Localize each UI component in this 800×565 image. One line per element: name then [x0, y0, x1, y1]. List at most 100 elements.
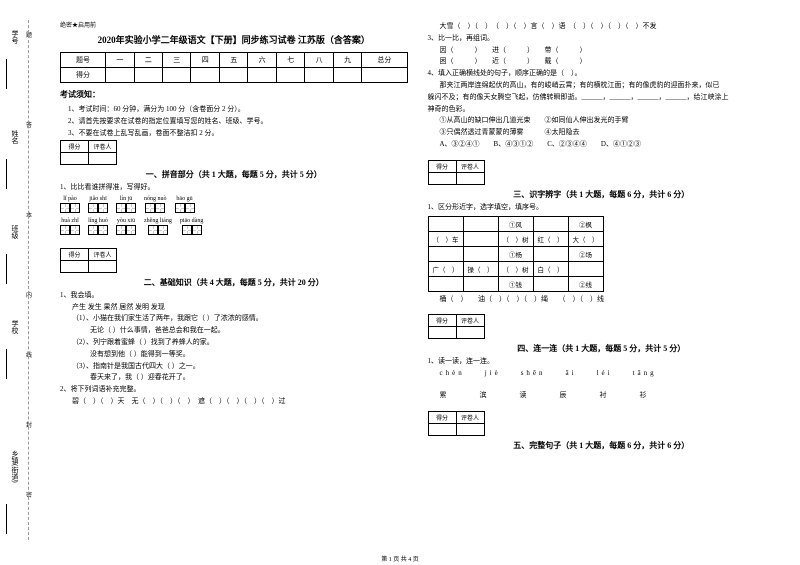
- exam-title: 2020年实验小学二年级语文【下册】同步练习试卷 江苏版（含答案）: [60, 33, 408, 46]
- question-line: 大雪（ ）（ ） （ ）（ ）言（ ）语 （ ）（ ）（ ）（ ）不发: [440, 22, 776, 32]
- question-text: 1、区分形近字，选字填空，填序号。: [428, 203, 776, 213]
- grader-table: 得分评卷人: [60, 248, 117, 273]
- question-text: 1、我会填。: [60, 291, 408, 301]
- table-row: ①钱 ②线: [428, 276, 603, 291]
- left-column: 绝密★启用前 2020年实验小学二年级语文【下册】同步练习试卷 江苏版（含答案）…: [50, 20, 418, 545]
- sidebar-label-school: 学校: [10, 320, 20, 334]
- pinyin-row: lǐ pào jiǎo shī lín jū nóng nuò bāo gū: [60, 196, 408, 215]
- notice-title: 考试须知：: [60, 89, 408, 100]
- dash-label: 线: [26, 350, 32, 359]
- dash-label: 密: [26, 490, 32, 499]
- score-table: 题号 一 二 三 四 五 六 七 八 九 总分 得分: [60, 52, 408, 83]
- page-footer: 第 1 页 共 4 页: [0, 554, 800, 563]
- sidebar-line: [6, 349, 14, 379]
- question-line: 那夹江两岸连绵起伏的高山，有的峻峭云霄；有的横枕江面；有的像虎豹的迎面扑来，似已: [440, 81, 776, 91]
- fold-line: [28, 20, 29, 540]
- exam-sidebar: 学号 姓名 班级 学校 乡镇(街道) 题 答 本 内 线 封 密: [8, 20, 43, 540]
- question-line: 春天来了，我（ ）迎春花开了。: [90, 373, 408, 383]
- question-line: ①从高山的缺口伸出几道光束 ②如同仙人伸出发光的手臂: [440, 116, 776, 126]
- table-row: ①风 ②枫: [428, 216, 603, 231]
- question-text: 3、比一比，再组词。: [428, 34, 776, 44]
- pinyin-line: chèn jiè shěn āi léi tāng: [440, 369, 776, 379]
- grader-table: 得分评卷人: [428, 314, 485, 339]
- question-line: 神奇的色彩。: [428, 105, 776, 115]
- question-line: 困（ ） 近（ ） 戴（ ）: [440, 57, 776, 67]
- table-row: 得分: [61, 68, 408, 83]
- table-row: ①杨 ②场: [428, 246, 603, 261]
- section-2-title: 二、基础知识（共 4 大题，每题 5 分，共计 20 分）: [60, 277, 408, 288]
- question-line: 没有想到他（ ）能得到一等奖。: [90, 350, 408, 360]
- sidebar-label-id: 学号: [10, 30, 20, 44]
- question-line: ③只偶然透过青蒙蒙的薄雾 ④太阳隐去: [440, 128, 776, 138]
- row-label: 得分: [61, 68, 106, 83]
- header-cell: 七: [276, 53, 304, 68]
- page-content: 绝密★启用前 2020年实验小学二年级语文【下册】同步练习试卷 江苏版（含答案）…: [0, 0, 800, 555]
- header-cell: 一: [106, 53, 134, 68]
- sidebar-line: [6, 59, 14, 89]
- question-text: 4、填入正确横线处的句子，顺序正确的是（ ）。: [428, 69, 776, 79]
- question-line: A、③②④① B、④③①② C、②③④④ D、④①②③: [440, 140, 776, 150]
- question-line: （1）、小猫在我们家生活了两年，我跟它（ ）了浓浓的感情。: [72, 314, 408, 324]
- sidebar-label-class: 班级: [10, 225, 20, 239]
- table-row: 题号 一 二 三 四 五 六 七 八 九 总分: [61, 53, 408, 68]
- notice-item: 2、请首先按要求在试卷的指定位置填写您的姓名、班级、学号。: [68, 116, 408, 126]
- sidebar-line: [6, 159, 14, 189]
- pinyin-row: huà zhǐ líng huó yòu xiū zhěng liáng piā…: [60, 218, 408, 237]
- mini-h2: 评卷人: [89, 141, 117, 153]
- question-text: 2、将下列词语补充完整。: [60, 385, 408, 395]
- question-line: 桶（ ） 油（ ）（ ）（ ）绳 （ ）（ ）线: [440, 295, 776, 305]
- question-line: 产生 发生 果然 居然 发明 发现: [72, 303, 408, 313]
- dash-label: 内: [26, 290, 32, 299]
- grader-table: 得分评卷人: [428, 411, 485, 436]
- header-cell: 总分: [362, 53, 407, 68]
- question-line: 因（ ） 进（ ） 带（ ）: [440, 46, 776, 56]
- header-cell: 九: [333, 53, 361, 68]
- char-table: ①风 ②枫 （ ）车 （ ）树 红（ ） 大（ ） ①杨 ②场 广（ ） 操（ …: [428, 216, 604, 292]
- pinyin-cell: zhěng liáng: [144, 218, 172, 237]
- question-line: 躲闪不及；有的像天女腾空飞起，仿佛转瞬即逝。______，______，____…: [428, 93, 776, 103]
- section-1-title: 一、拼音部分（共 1 大题，每题 5 分，共计 5 分）: [60, 169, 408, 180]
- right-column: 大雪（ ）（ ） （ ）（ ）言（ ）语 （ ）（ ）（ ）（ ）不发 3、比一…: [418, 20, 786, 545]
- sidebar-label-name: 姓名: [10, 130, 20, 144]
- section-3-title: 三、识字辨字（共 1 大题，每题 6 分，共计 6 分）: [428, 189, 776, 200]
- question-line: 碧（ ）（ ）天 无（ ）（ ）（ ） 遮（ ）（ ）（ ）（ ）过: [72, 397, 408, 407]
- header-cell: 八: [305, 53, 333, 68]
- pinyin-cell: yòu xiū: [116, 218, 136, 237]
- secret-label: 绝密★启用前: [60, 20, 408, 29]
- grader-table: 得分评卷人: [60, 140, 117, 165]
- header-cell: 六: [248, 53, 276, 68]
- dash-label: 答: [26, 120, 32, 129]
- question-line: （2）、列宁跟着蜜蜂（ ）找到了养蜂人的家。: [72, 338, 408, 348]
- question-text: 1、读一读，连一连。: [428, 357, 776, 367]
- dash-label: 封: [26, 420, 32, 429]
- grader-table: 得分评卷人: [428, 160, 485, 185]
- notice-item: 1、考试时间：60 分钟，满分为 100 分（含卷面分 2 分）。: [68, 104, 408, 114]
- table-row: 广（ ） 操（ ） （ ）树 白（ ）: [428, 261, 603, 276]
- pinyin-cell: nóng nuò: [144, 196, 167, 215]
- section-5-title: 五、完整句子（共 1 大题，每题 6 分，共计 6 分）: [428, 440, 776, 451]
- sidebar-line: [6, 504, 14, 534]
- section-4-title: 四、连一连（共 1 大题，每题 5 分，共计 5 分）: [428, 343, 776, 354]
- pinyin-cell: lín jū: [116, 196, 136, 215]
- sidebar-label-town: 乡镇(街道): [10, 450, 20, 483]
- char-line: 累 滨 读 辰 衬 衫: [440, 391, 776, 401]
- question-text: 1、比比看谁拼得准，写得好。: [60, 183, 408, 193]
- header-cell: 题号: [61, 53, 106, 68]
- pinyin-cell: piāo dàng: [180, 218, 204, 237]
- header-cell: 五: [219, 53, 247, 68]
- question-line: 无论（ ）什么事情，爸爸总会和我在一起。: [90, 326, 408, 336]
- header-cell: 三: [163, 53, 191, 68]
- pinyin-cell: bāo gū: [175, 196, 195, 215]
- notice-item: 3、不要在试卷上乱写乱画，卷面不整洁扣 2 分。: [68, 128, 408, 138]
- sidebar-line: [6, 254, 14, 284]
- question-line: （3）、指南针是我国古代四大（ ）之一。: [72, 362, 408, 372]
- dash-label: 本: [26, 210, 32, 219]
- mini-h1: 得分: [61, 141, 89, 153]
- dash-label: 题: [26, 30, 32, 39]
- header-cell: 四: [191, 53, 219, 68]
- table-row: （ ）车 （ ）树 红（ ） 大（ ）: [428, 231, 603, 246]
- pinyin-cell: huà zhǐ: [60, 218, 80, 237]
- pinyin-cell: líng huó: [88, 218, 108, 237]
- pinyin-cell: jiǎo shī: [88, 196, 108, 215]
- header-cell: 二: [134, 53, 162, 68]
